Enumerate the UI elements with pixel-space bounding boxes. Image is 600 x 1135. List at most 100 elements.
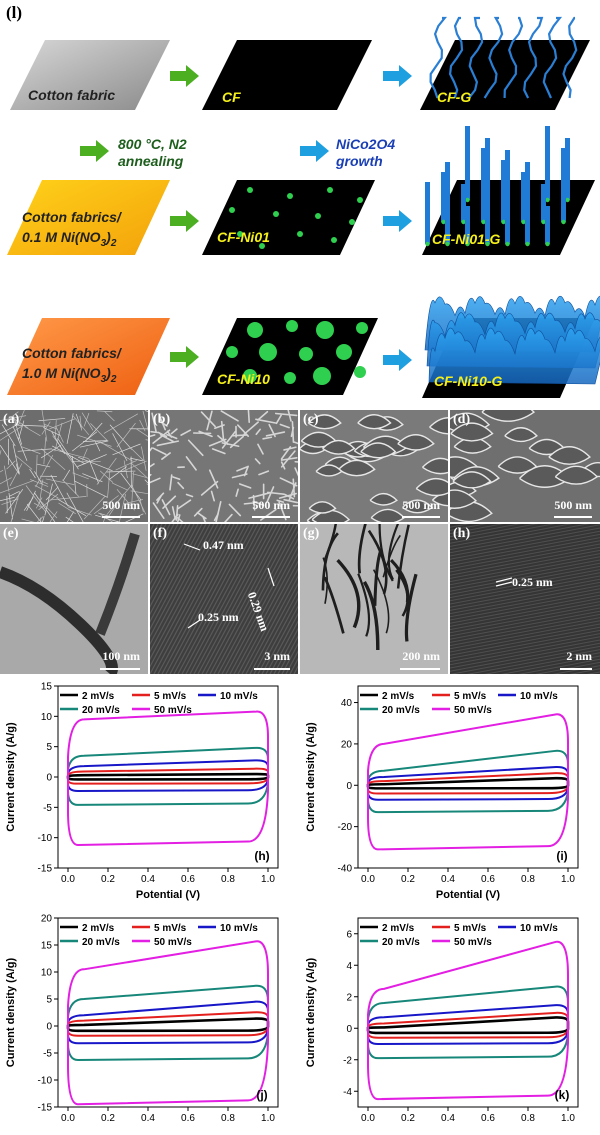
nanorod <box>521 172 526 222</box>
nanorod-texture <box>180 429 192 436</box>
lattice-fringe <box>150 524 195 608</box>
nanowire-texture <box>112 482 128 491</box>
nanorod-texture <box>279 423 290 429</box>
nanorod-texture <box>280 461 286 470</box>
nanorod-texture <box>228 503 242 517</box>
lattice-fringe <box>205 524 287 674</box>
nanowire-texture <box>77 434 112 447</box>
nanosheet-texture <box>308 501 337 514</box>
nanorod <box>561 148 566 222</box>
nanorod-texture <box>248 492 271 499</box>
x-axis-label: Potential (V) <box>136 889 201 901</box>
nanowire-texture <box>51 448 89 459</box>
panel-label-d: (d) <box>453 412 471 427</box>
cv-chart-j: 0.0 0.2 0.4 0.6 0.8 1.0 -15 -10 -5 0 5 10 15 20 Curren… <box>5 914 279 1124</box>
ni-particle <box>273 211 279 217</box>
ni-particle <box>485 241 490 247</box>
lattice-fringe <box>450 524 522 538</box>
tem-image-e: (e) 100 nm <box>0 524 148 674</box>
nanowire-texture <box>0 477 12 485</box>
scale-bar <box>252 516 290 518</box>
ni-particle <box>425 241 430 247</box>
nanowire-strand <box>503 16 524 99</box>
ni-particle <box>243 369 257 383</box>
ni-particle <box>286 320 298 332</box>
nanorod-texture <box>221 430 237 449</box>
y-tick-label: -15 <box>38 1103 53 1114</box>
nanorod-texture <box>220 410 239 422</box>
scale-bar <box>100 668 140 670</box>
nanowire-texture <box>1 424 16 447</box>
nanowire-texture <box>34 484 59 499</box>
lattice-fringe <box>150 524 223 661</box>
nanowire-texture <box>21 446 41 455</box>
lattice-fringe <box>150 524 187 593</box>
nanosheet-texture <box>415 477 448 497</box>
nanosheet-texture <box>315 464 343 477</box>
legend-label: 10 mV/s <box>520 691 558 702</box>
ni-particle <box>315 213 321 219</box>
nanorod-texture <box>215 501 222 522</box>
nanorod-texture <box>224 513 233 522</box>
nanorod <box>541 184 546 222</box>
nanowire-texture <box>66 511 75 522</box>
blue-arrow-icon <box>383 210 412 232</box>
hrtem-image-h: (h) 0.25 nm 2 nm <box>450 524 600 674</box>
nanowire-texture <box>57 437 79 470</box>
ni-particle <box>229 207 235 213</box>
lattice-fringe <box>450 642 600 672</box>
blue-arrow-icon <box>383 349 412 371</box>
lattice-fringe <box>245 575 298 674</box>
lattice-fringe <box>201 524 283 674</box>
nanowire-texture <box>45 478 75 485</box>
y-axis-label: Current density (A/g) <box>5 957 17 1067</box>
nanorod <box>501 160 506 222</box>
panel-label-c: (c) <box>303 412 319 427</box>
nanorod-texture <box>150 430 159 434</box>
row1-start-label: Cotton fabric <box>28 87 115 103</box>
ni-particle <box>356 322 368 334</box>
ni-particle <box>259 243 265 249</box>
nanorod-array <box>425 126 570 247</box>
nanowire-texture <box>68 506 92 516</box>
nanowire-texture <box>85 422 103 442</box>
fringe-marker <box>495 577 513 583</box>
lattice-fringe <box>450 533 600 563</box>
nanowire-texture <box>109 424 133 450</box>
nanosheet-texture <box>369 492 398 506</box>
nanowire-texture <box>18 420 25 440</box>
row2-mid-label: CF-Ni01 <box>217 229 270 245</box>
y-tick-label: -10 <box>38 833 53 844</box>
nanowire-texture <box>0 423 21 435</box>
ni-particle <box>357 197 363 203</box>
nanorod-texture <box>185 493 194 498</box>
nanosheet-texture <box>504 427 538 443</box>
lattice-fringe <box>450 623 600 653</box>
nanorod <box>461 184 466 222</box>
legend-label: 20 mV/s <box>382 937 420 948</box>
lattice-fringe <box>150 524 207 631</box>
nanowire-texture <box>43 437 47 465</box>
nanowire-texture <box>26 503 42 522</box>
panel-label-b: (b) <box>153 412 171 427</box>
y-tick-label: 40 <box>341 698 353 709</box>
nanorod-texture <box>150 434 156 438</box>
nanowire-texture <box>83 496 106 520</box>
nanorod-texture <box>220 420 225 441</box>
nanowire-texture <box>78 456 113 472</box>
lattice-fringe <box>450 610 600 640</box>
blue-arrow-icon <box>383 65 412 87</box>
nanowire-texture <box>12 417 29 429</box>
y-tick-label: 2 <box>346 992 352 1003</box>
ni-particle <box>349 219 355 225</box>
nanowire-texture <box>0 469 4 473</box>
nanowire-texture <box>5 488 24 514</box>
cv-curve <box>367 713 569 851</box>
nanorod-texture <box>247 410 251 424</box>
nanowire-texture <box>26 490 36 512</box>
nanorod <box>545 206 550 244</box>
y-tick-label: 5 <box>46 995 52 1006</box>
nanowire-texture <box>142 410 148 432</box>
y-tick-label: 10 <box>41 968 53 979</box>
plot-frame <box>357 685 579 869</box>
